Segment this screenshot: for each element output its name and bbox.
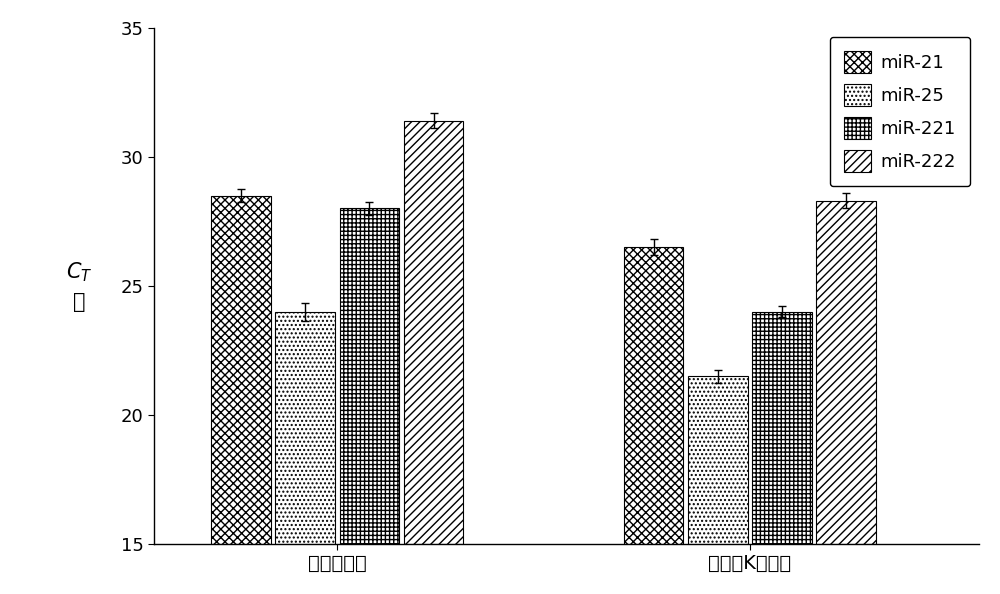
Legend: miR-21, miR-25, miR-221, miR-222: miR-21, miR-25, miR-221, miR-222 [830, 37, 970, 187]
Bar [816, 201, 876, 544]
Bar [340, 208, 399, 544]
Bar [752, 312, 812, 544]
Text: $C_T$
值: $C_T$ 值 [66, 260, 93, 312]
Bar [404, 121, 463, 544]
Bar [624, 247, 683, 544]
Bar [275, 312, 335, 544]
Bar [688, 376, 748, 544]
Bar [211, 195, 271, 544]
